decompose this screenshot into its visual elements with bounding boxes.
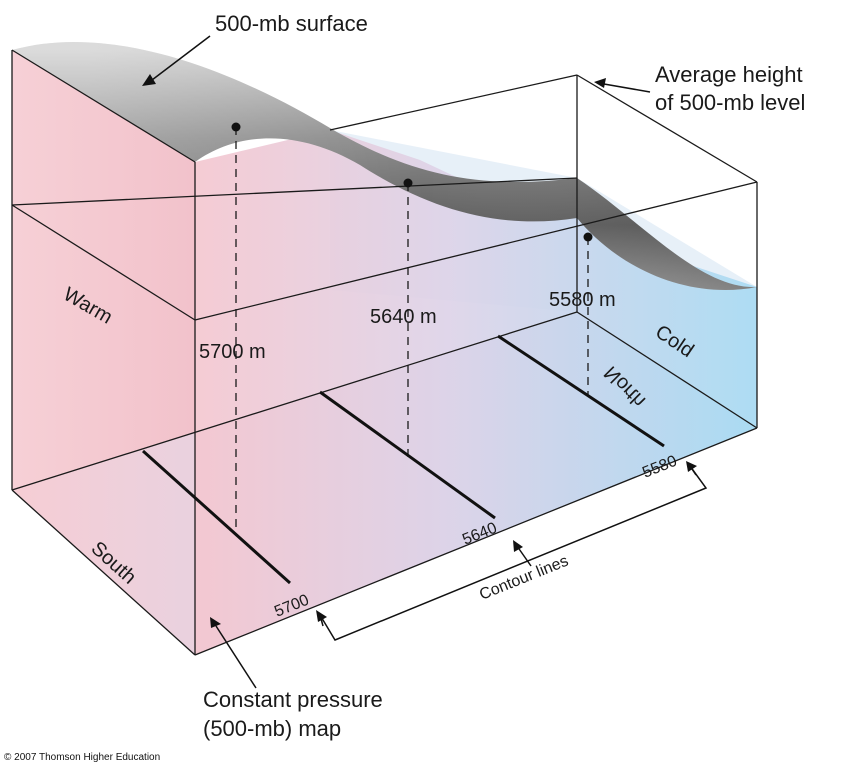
copyright-text: © 2007 Thomson Higher Education bbox=[4, 752, 160, 763]
bracket-arrow-mid bbox=[513, 540, 523, 552]
box-outline bbox=[11, 49, 758, 656]
average-height-label-line2: of 500-mb level bbox=[655, 90, 805, 115]
contour-lines-label: Contour lines bbox=[477, 553, 571, 604]
bracket-arrow-right bbox=[686, 461, 697, 472]
height-point-5700 bbox=[231, 122, 241, 132]
height-value-5580: 5580 m bbox=[549, 289, 616, 311]
arrow-head-surface bbox=[142, 74, 156, 86]
bracket-arrow-left bbox=[316, 610, 327, 622]
callout-arrows bbox=[151, 35, 651, 689]
height-value-5640: 5640 m bbox=[370, 306, 437, 328]
height-point-5580 bbox=[583, 232, 593, 242]
arrow-head-average bbox=[594, 78, 606, 88]
height-point-5640 bbox=[403, 178, 413, 188]
height-value-5700: 5700 m bbox=[199, 341, 266, 363]
average-height-label-line1: Average height bbox=[655, 62, 803, 87]
arrow-head-map bbox=[210, 617, 221, 628]
surface-sheen bbox=[12, 41, 757, 291]
front-face bbox=[195, 130, 757, 655]
map-label-line2: (500-mb) map bbox=[203, 716, 341, 741]
map-label-line1: Constant pressure bbox=[203, 687, 383, 712]
surface-label: 500-mb surface bbox=[215, 11, 368, 36]
height-droplines bbox=[235, 127, 589, 530]
contour-lines bbox=[141, 334, 665, 585]
